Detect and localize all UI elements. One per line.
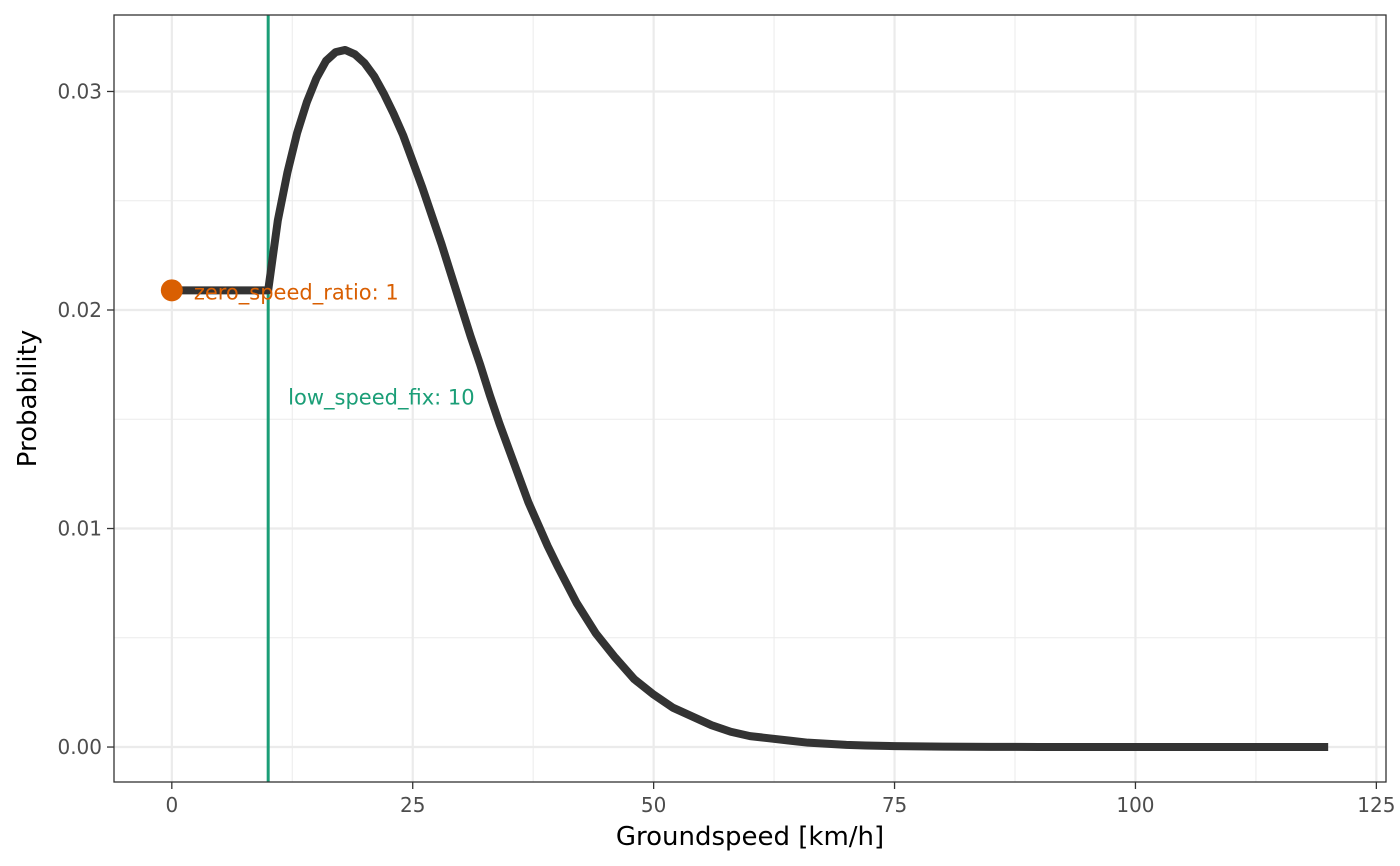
x-tick-label: 0 [165,793,178,817]
x-tick-label: 75 [882,793,907,817]
zero-speed-point [160,279,183,302]
x-tick-label: 125 [1357,793,1395,817]
y-axis-title: Probability [13,330,43,467]
annotation-zero-speed-ratio: zero_speed_ratio: 1 [194,280,399,305]
x-tick-label: 25 [400,793,425,817]
series-line-0 [171,45,1329,752]
y-tick-label: 0.00 [57,735,102,759]
x-tick-label: 50 [641,793,666,817]
zero-speed-point-group [160,279,183,302]
plot-panel-border [113,14,1387,783]
minor-gridlines [114,15,1386,782]
series-group [171,45,1329,752]
y-tick-label: 0.01 [57,517,102,541]
y-axis: 0.00 0.01 0.02 0.03 [57,79,114,759]
y-tick-label: 0.02 [57,298,102,322]
x-tick-label: 100 [1116,793,1154,817]
y-tick-label: 0.03 [57,79,102,103]
annotation-low-speed-fix: low_speed_fix: 10 [288,385,474,410]
x-axis: 0 25 50 75 100 125 [165,782,1395,817]
x-axis-title: Groundspeed [km/h] [616,822,884,852]
